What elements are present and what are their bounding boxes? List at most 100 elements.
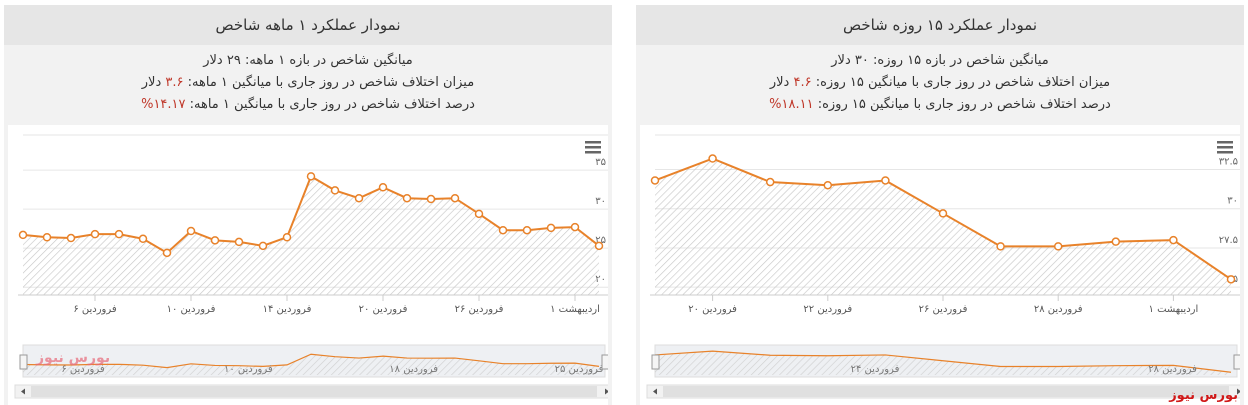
x-tick-label: اردیبهشت ۱ [550,304,600,315]
stat-unit: دلار [831,53,851,68]
point [402,193,412,203]
point [258,241,268,251]
point [546,223,556,233]
point [708,154,717,163]
stat-line: میزان اختلاف شاخص در روز جاری با میانگین… [636,72,1244,94]
point [881,176,890,185]
point [450,193,460,203]
menu-icon [1217,151,1233,154]
navigator-line [654,350,1232,373]
point [162,248,172,258]
navigator-handle [601,354,608,370]
navigator-label: فروردین ۱۸ [389,364,438,375]
point [1169,235,1178,245]
chart: ۲۰ ۲۵ ۳۰ ۳۵ فروردین ۶ فروردین ۱۰ فروردین ۱۴ فرو… [8,125,608,405]
point [1111,237,1121,246]
point [498,225,508,235]
stat-line: درصد اختلاف شاخص در روز جاری با میانگین … [636,94,1244,116]
area [23,176,599,295]
x-tick-label: فروردین ۲۲ [803,304,852,315]
stat-unit: دلار [769,75,790,90]
menu-icon [1217,146,1233,149]
point [66,233,76,243]
point [996,242,1005,251]
point [426,194,436,204]
point [522,225,532,235]
point [594,241,604,251]
stat-line: میزان اختلاف شاخص در روز جاری با میانگین… [4,72,612,94]
x-tick-label: فروردین ۱۴ [263,304,312,315]
stat-value: ۱۸.۱۱% [769,97,814,112]
panel-title: نمودار عملکرد ۱۵ روزه شاخص [636,5,1244,45]
point [306,172,316,181]
navigator-handle [1233,354,1240,370]
stat-label: میزان اختلاف شاخص در روز جاری با میانگین… [815,75,1111,90]
point [234,237,244,247]
watermark: بورس نیوز [1169,388,1238,403]
point [765,177,775,187]
stat-line: میانگین شاخص در بازه ۱۵ روزه: ۳۰ دلار [636,50,1244,72]
stat-unit: دلار [203,53,223,68]
point [282,232,292,242]
y-tick-label: ۳۲.۵ [1219,157,1238,168]
point [378,183,388,192]
point [186,226,196,236]
navigator-label: فروردین ۲۵ [555,364,604,375]
y-tick-label: ۳۰ [595,196,606,207]
point [650,176,660,185]
navigator-label: فروردین ۶ [61,364,105,375]
x-tick-label: فروردین ۶ [73,304,117,315]
stat-line: درصد اختلاف شاخص در روز جاری با میانگین … [4,94,612,116]
watermark: بورس نیوز [36,350,111,366]
x-tick-label: فروردین ۲۸ [1034,304,1083,315]
point [354,193,364,203]
navigator-area [655,351,1231,375]
stat-label: درصد اختلاف شاخص در روز جاری با میانگین … [817,97,1111,112]
menu-icon [585,146,601,149]
x-tick-label: فروردین ۲۰ [359,304,408,315]
stats: میانگین شاخص در بازه ۱۵ روزه: ۳۰ دلار میز… [636,45,1244,120]
navigator-line [22,353,600,369]
navigator-label: فروردین ۲۴ [851,364,900,375]
x-tick-label: اردیبهشت ۱ [1149,304,1199,315]
x-tick-label: فروردین ۲۰ [688,304,737,315]
point [938,209,948,218]
area [655,158,1231,295]
x-tick-label: فروردین ۲۶ [919,304,968,315]
scrollbar-thumb [663,386,1229,397]
point [42,232,52,242]
menu-icon [1217,141,1233,144]
y-tick-label: ۳۰ [1227,196,1238,207]
point [114,229,124,239]
y-tick-label: ۲۵ [595,235,606,246]
point [1226,275,1236,284]
stat-label: درصد اختلاف شاخص در روز جاری با میانگین … [189,97,475,112]
stat-label: میانگین شاخص در بازه ۱ ماهه: [244,53,413,68]
point [90,229,100,239]
x-tick-label: فروردین ۲۶ [455,304,504,315]
point [138,234,148,244]
point [474,209,484,219]
navigator-handle [19,354,28,370]
panel-title: نمودار عملکرد ۱ ماهه شاخص [4,5,612,45]
y-tick-label: ۲۰ [595,274,606,285]
scrollbar-thumb [31,386,597,397]
stat-unit: دلار [141,75,162,90]
point [1053,242,1063,251]
x-tick-label: فروردین ۱۰ [167,304,216,315]
point [823,180,833,190]
y-tick-label: ۳۵ [595,157,606,168]
chart-panel: نمودار عملکرد ۱ ماهه شاخص میانگین شاخص در… [4,5,612,405]
navigator-area [23,354,599,375]
navigator-label: فروردین ۲۸ [1148,364,1197,375]
y-tick-label: ۲۷.۵ [1219,235,1238,246]
stat-value: ۲۹ [226,53,241,68]
navigator-handle [651,354,660,370]
stats: میانگین شاخص در بازه ۱ ماهه: ۲۹ دلار میزا… [4,45,612,120]
navigator-label: فروردین ۱۰ [224,364,273,375]
stat-value: ۴.۶ [793,75,812,90]
point [18,230,28,240]
stat-value: ۳.۶ [165,75,184,90]
